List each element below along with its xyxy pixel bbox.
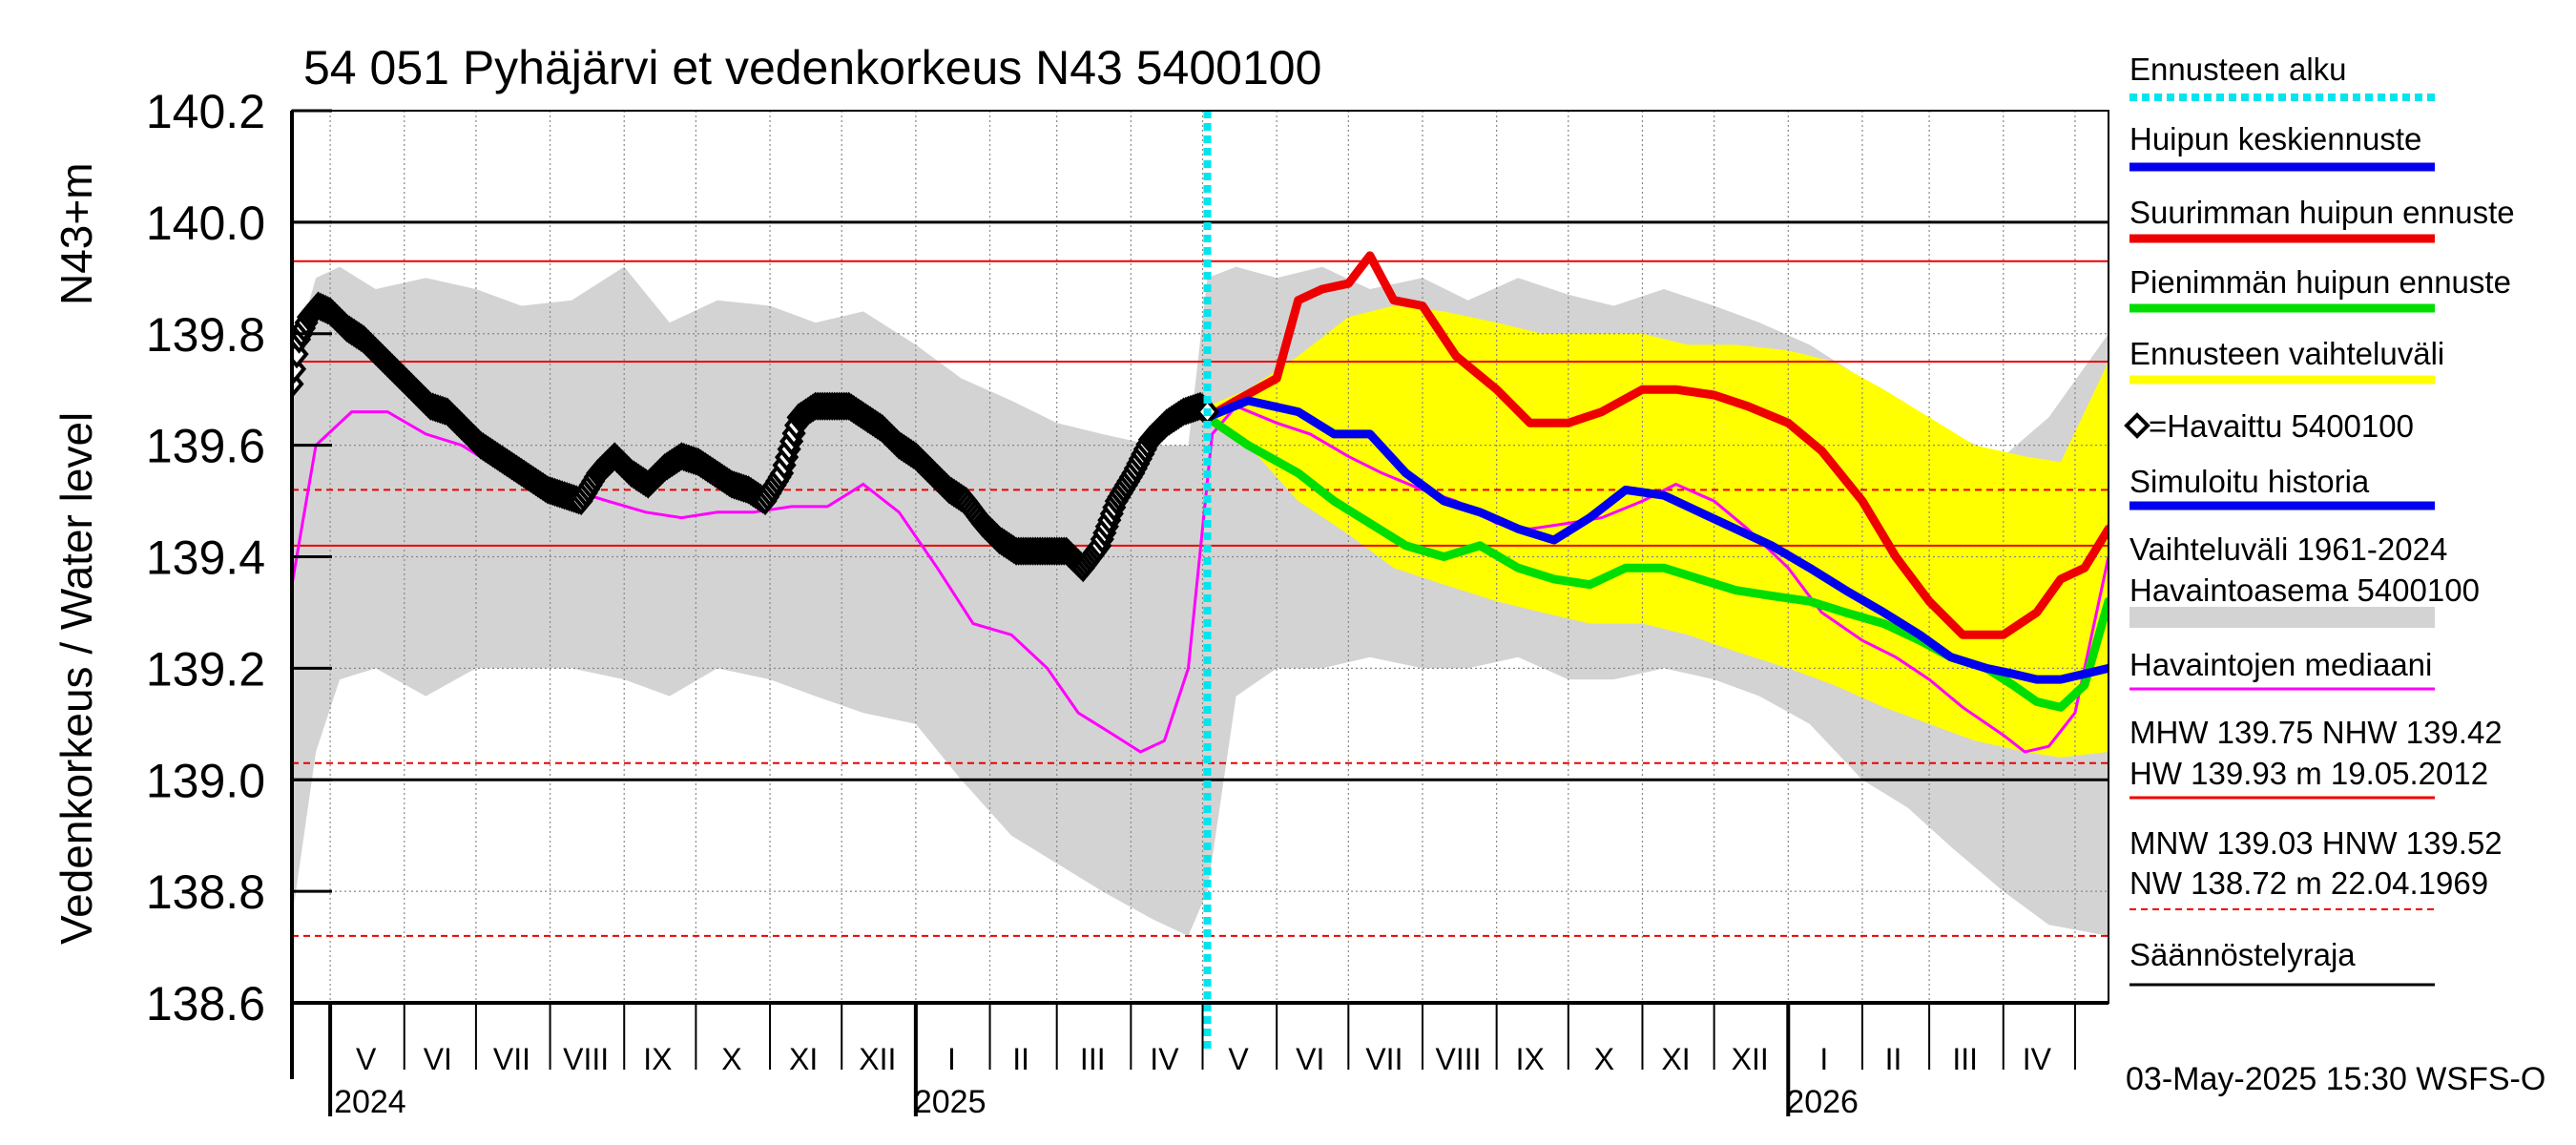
y-axis-label-inner: N43+m [52,162,101,305]
x-tick-label: VIII [1436,1042,1482,1076]
x-tick-label: IV [2023,1042,2052,1076]
x-tick-label: VI [1296,1042,1324,1076]
x-tick-label: X [1594,1042,1614,1076]
x-tick-label: IX [643,1042,672,1076]
x-tick-label: XI [789,1042,818,1076]
series-line-huipun [1203,396,2109,684]
x-tick-label: VII [493,1042,530,1076]
x-tick-label: I [1819,1042,1828,1076]
plot-area [292,111,2109,1051]
y-tick-label: 138.6 [146,977,265,1030]
y-axis-label-outer: Vedenkorkeus / Water level [52,412,101,945]
legend-label: Vaihteluväli 1961-2024 [2129,531,2447,567]
legend-marker [2124,412,2150,439]
x-tick-label: I [947,1042,956,1076]
x-tick-label: X [721,1042,741,1076]
y-tick-label: 139.0 [146,754,265,807]
x-tick-label: II [1012,1042,1029,1076]
year-label: 2024 [334,1084,406,1120]
plot-clip-group [292,111,2109,1003]
footer-timestamp: 03-May-2025 15:30 WSFS-O [2126,1061,2545,1097]
x-tick-label: III [1952,1042,1978,1076]
x-tick-label: III [1080,1042,1106,1076]
legend: Ennusteen alku Huipun keskiennuste Suurimm… [2124,52,2515,987]
y-tick-label: 139.2 [146,642,265,696]
year-label: 2026 [1786,1084,1859,1120]
legend-label: Havaintoasema 5400100 [2129,572,2480,608]
series-line-pienimmän [1203,412,2109,712]
y-tick-label: 139.8 [146,308,265,362]
x-tick-label: V [356,1042,377,1076]
legend-label: Ennusteen vaihteluväli [2129,336,2444,371]
axes: 138.6 138.8 139.0 139.2 139.4 139.6 139.8 140.0… [146,85,2109,1120]
legend-label: HW 139.93 m 19.05.2012 [2129,756,2488,791]
y-tick-label: 138.8 [146,865,265,919]
x-tick-label: XII [859,1042,896,1076]
band-ennusteen [1207,305,2109,758]
legend-label: MHW 139.75 NHW 139.42 [2129,715,2503,750]
x-tick-label: V [1228,1042,1249,1076]
x-tick-label: VIII [563,1042,609,1076]
series-line-median [292,404,2109,754]
y-tick-label: 139.4 [146,531,265,585]
y-tick-label: 139.6 [146,420,265,473]
y-tick-label: 140.0 [146,197,265,250]
legend-label: Ennusteen alku [2129,52,2347,87]
x-tick-label: IX [1516,1042,1545,1076]
x-tick-label: XII [1732,1042,1769,1076]
x-tick-label: VII [1365,1042,1402,1076]
legend-label: Huipun keskiennuste [2129,121,2421,156]
legend-label: MNW 139.03 HNW 139.52 [2129,825,2503,861]
legend-label: Suurimman huipun ennuste [2129,195,2515,230]
legend-label: Pienimmän huipun ennuste [2129,264,2511,300]
x-tick-label: II [1885,1042,1902,1076]
legend-label: Havaintojen mediaani [2129,647,2432,682]
legend-label: Simuloitu historia [2129,464,2370,499]
legend-label: Säännöstelyraja [2129,937,2356,972]
legend-label: =Havaittu 5400100 [2149,408,2414,444]
x-tick-label: XI [1661,1042,1690,1076]
legend-label: NW 138.72 m 22.04.1969 [2129,865,2488,901]
chart-title: 54 051 Pyhäjärvi et vedenkorkeus N43 540… [303,41,1321,94]
year-label: 2025 [914,1084,987,1120]
x-tick-label: VI [424,1042,452,1076]
x-tick-label: IV [1150,1042,1179,1076]
y-tick-label: 140.2 [146,85,265,138]
series-line-suurimman [1203,251,2109,639]
